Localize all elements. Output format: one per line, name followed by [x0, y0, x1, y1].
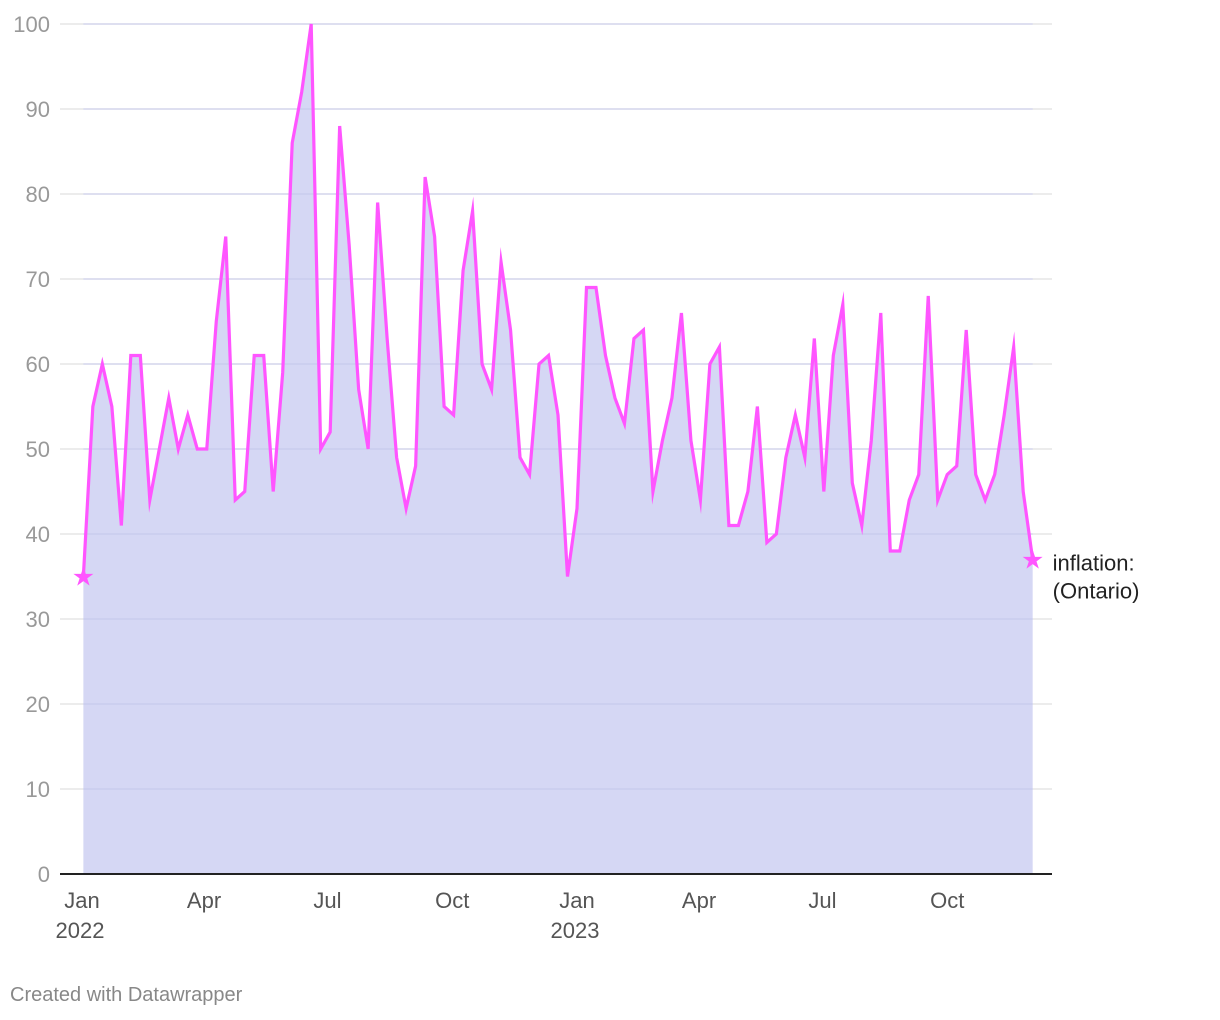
x-tick-label: Oct [435, 888, 469, 913]
y-tick-label: 10 [26, 777, 50, 802]
x-tick-year-label: 2023 [551, 918, 600, 943]
series-label-line: (Ontario) [1053, 579, 1140, 604]
y-tick-label: 100 [13, 12, 50, 37]
line-layer: ★★ [72, 23, 1044, 593]
x-tick-label: Jan [64, 888, 99, 913]
label-layer: inflation: (Ontario) [1053, 551, 1140, 604]
end-point-star-marker: ★ [1021, 546, 1044, 576]
credit-footer: Created with Datawrapper [10, 984, 243, 1006]
x-tick-label: Jan [559, 888, 594, 913]
x-tick-label: Oct [930, 888, 964, 913]
y-tick-label: 20 [26, 692, 50, 717]
y-tick-label: 90 [26, 97, 50, 122]
x-tick-year-label: 2022 [56, 918, 105, 943]
y-tick-label: 70 [26, 267, 50, 292]
x-tick-label: Apr [682, 888, 716, 913]
x-tick-label: Jul [808, 888, 836, 913]
axis-layer: 0 10 20 30 40 50 60 70 80 90 100 Jan 2022 Apr Jul Oct Ja… [13, 12, 1052, 943]
y-tick-label: 40 [26, 522, 50, 547]
y-tick-label: 80 [26, 182, 50, 207]
x-tick-label: Jul [313, 888, 341, 913]
y-tick-label: 50 [26, 437, 50, 462]
x-tick-label: Apr [187, 888, 221, 913]
y-tick-label: 30 [26, 607, 50, 632]
y-tick-label: 0 [38, 862, 50, 887]
series-line [81, 23, 1035, 577]
series-label: inflation: (Ontario) [1053, 551, 1140, 604]
y-tick-label: 60 [26, 352, 50, 377]
start-point-star-marker: ★ [72, 563, 95, 593]
series-label-line: inflation: [1053, 551, 1135, 576]
area-layer [83, 23, 1033, 874]
